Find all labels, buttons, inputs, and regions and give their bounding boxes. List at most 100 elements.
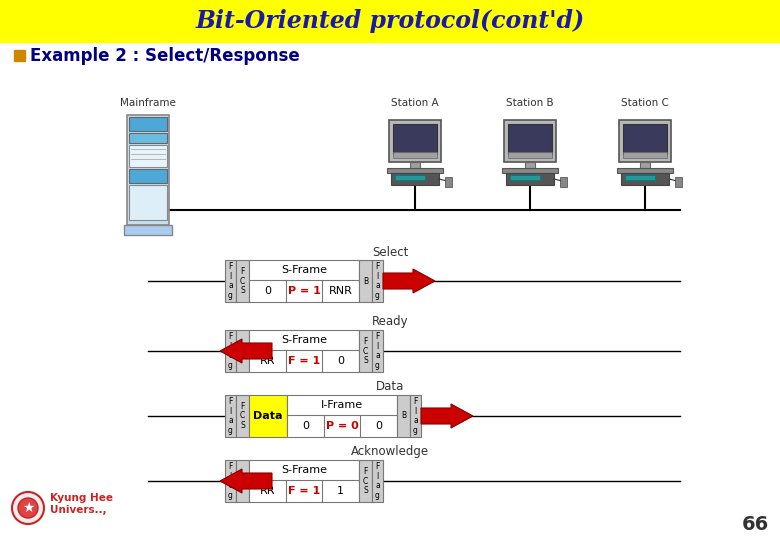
Polygon shape <box>383 269 435 293</box>
Text: RR: RR <box>260 356 275 366</box>
Text: S-Frame: S-Frame <box>281 265 327 275</box>
Polygon shape <box>421 404 473 428</box>
Bar <box>391 173 439 185</box>
Bar <box>617 168 673 173</box>
Circle shape <box>12 492 44 524</box>
Text: F = 1: F = 1 <box>288 356 320 366</box>
Text: F
l
a
g: F l a g <box>413 397 418 435</box>
Bar <box>225 330 236 372</box>
Text: Data: Data <box>376 381 404 394</box>
Text: F
l
a
g: F l a g <box>228 262 233 300</box>
Text: F
C
S: F C S <box>240 402 245 430</box>
Bar <box>410 395 421 437</box>
Text: ★: ★ <box>22 501 34 515</box>
Text: RNR: RNR <box>328 286 353 296</box>
Bar <box>129 133 167 143</box>
Bar <box>502 168 558 173</box>
Text: P = 1: P = 1 <box>288 286 321 296</box>
Text: S-Frame: S-Frame <box>281 335 327 345</box>
Circle shape <box>18 498 38 518</box>
Bar <box>393 152 437 158</box>
Bar <box>249 460 359 502</box>
Bar <box>127 115 169 225</box>
Text: Station C: Station C <box>621 98 669 108</box>
Text: 0: 0 <box>302 421 309 431</box>
Text: I-Frame: I-Frame <box>321 400 363 410</box>
Bar <box>387 168 443 173</box>
Bar <box>675 177 682 187</box>
Text: Mainframe: Mainframe <box>120 98 176 108</box>
Bar <box>236 330 249 372</box>
Bar <box>619 120 671 162</box>
Bar <box>372 460 383 502</box>
Text: B: B <box>240 347 245 355</box>
Bar <box>506 173 554 185</box>
Bar <box>508 152 552 158</box>
Bar <box>287 395 397 437</box>
Text: F
l
a
g: F l a g <box>375 262 380 300</box>
Bar <box>359 460 372 502</box>
Bar <box>0 0 780 42</box>
Bar <box>359 260 372 302</box>
Text: Bit-Oriented protocol(cont'd): Bit-Oriented protocol(cont'd) <box>196 9 584 33</box>
Bar <box>124 225 172 235</box>
Bar <box>129 185 167 220</box>
Bar <box>372 260 383 302</box>
Bar <box>249 330 359 372</box>
Bar <box>625 175 655 180</box>
Bar <box>504 120 556 162</box>
Bar <box>525 162 535 168</box>
Text: Kyung Hee
Univers..,: Kyung Hee Univers.., <box>50 493 113 515</box>
Text: F = 1: F = 1 <box>288 486 320 496</box>
Bar <box>129 117 167 131</box>
Bar <box>393 124 437 154</box>
Text: Data: Data <box>254 411 282 421</box>
Bar <box>397 395 410 437</box>
Bar <box>249 260 359 302</box>
Bar <box>621 173 669 185</box>
Text: Station B: Station B <box>506 98 554 108</box>
Bar <box>236 395 249 437</box>
Text: 1: 1 <box>337 486 344 496</box>
Bar <box>129 169 167 183</box>
Text: F
l
a
g: F l a g <box>228 462 233 500</box>
Text: Acknowledge: Acknowledge <box>351 446 429 458</box>
Text: 0: 0 <box>375 421 382 431</box>
Text: B: B <box>240 476 245 485</box>
Text: 0: 0 <box>337 356 344 366</box>
Bar <box>129 145 167 167</box>
Text: S-Frame: S-Frame <box>281 465 327 475</box>
Text: Select: Select <box>372 246 408 259</box>
Polygon shape <box>220 339 272 363</box>
Text: P = 0: P = 0 <box>325 421 358 431</box>
Bar <box>249 395 287 437</box>
Text: Station A: Station A <box>392 98 439 108</box>
Bar <box>410 162 420 168</box>
Text: Example 2 : Select/Response: Example 2 : Select/Response <box>30 47 300 65</box>
Text: F
l
a
g: F l a g <box>375 332 380 370</box>
Text: B: B <box>363 276 368 286</box>
Text: RR: RR <box>260 486 275 496</box>
Bar <box>445 177 452 187</box>
Bar <box>225 260 236 302</box>
Bar <box>560 177 567 187</box>
Bar <box>389 120 441 162</box>
Text: F
C
S: F C S <box>363 337 368 365</box>
Text: Ready: Ready <box>372 315 408 328</box>
Bar <box>395 175 425 180</box>
Bar <box>510 175 540 180</box>
Bar <box>623 124 667 154</box>
Bar <box>236 460 249 502</box>
Text: 0: 0 <box>264 286 271 296</box>
Bar <box>14 50 25 61</box>
Bar <box>359 330 372 372</box>
Bar <box>623 152 667 158</box>
Bar <box>225 395 236 437</box>
Bar <box>225 460 236 502</box>
Text: F
l
a
g: F l a g <box>375 462 380 500</box>
Bar <box>508 124 552 154</box>
Text: F
l
a
g: F l a g <box>228 332 233 370</box>
Text: 66: 66 <box>741 516 768 535</box>
Text: F
C
S: F C S <box>240 267 245 295</box>
Bar <box>372 330 383 372</box>
